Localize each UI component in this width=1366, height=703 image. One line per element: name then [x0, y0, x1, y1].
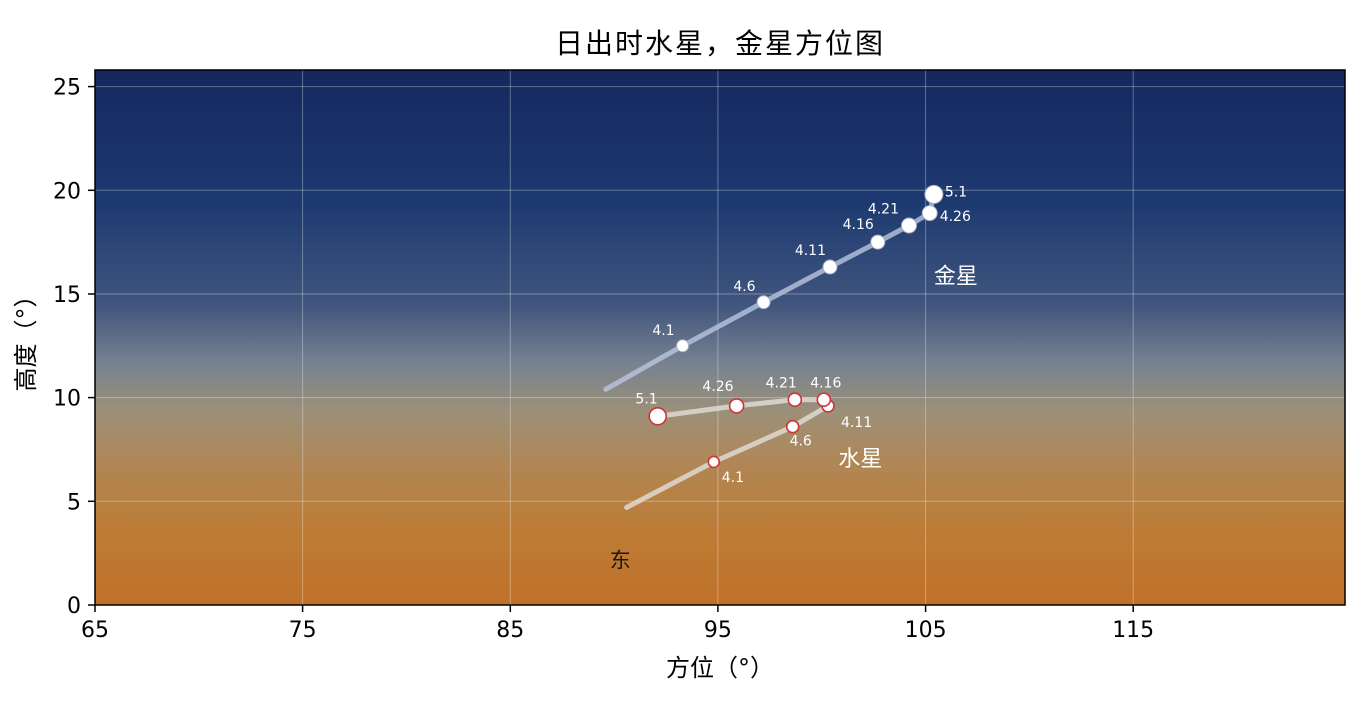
data-point	[707, 455, 721, 469]
x-tick-label: 95	[704, 618, 732, 643]
data-point	[870, 234, 886, 250]
point-date-label: 4.1	[652, 323, 674, 339]
point-date-label: 4.6	[733, 279, 755, 295]
chart-title: 日出时水星，金星方位图	[554, 27, 885, 60]
y-tick-label: 5	[67, 490, 81, 515]
point-date-label: 4.11	[795, 243, 826, 259]
annotation-east: 东	[610, 549, 631, 573]
data-point	[785, 419, 800, 434]
data-point	[901, 217, 917, 234]
data-point	[924, 184, 944, 204]
x-tick-label: 85	[496, 618, 524, 643]
point-date-label: 4.11	[841, 415, 872, 431]
plot-frame	[94, 69, 1346, 606]
data-point	[648, 406, 668, 426]
y-tick-label: 25	[53, 76, 81, 101]
x-axis-title: 方位（°）	[666, 654, 774, 682]
data-point	[756, 295, 771, 310]
point-date-label: 4.16	[810, 376, 841, 392]
data-point	[787, 392, 803, 408]
y-tick-label: 0	[67, 594, 81, 619]
series-name-label: 水星	[838, 447, 882, 472]
x-tick-label: 65	[81, 618, 109, 643]
y-tick-label: 10	[53, 387, 81, 412]
series-name-label: 金星	[934, 265, 978, 290]
point-date-label: 5.1	[635, 391, 657, 407]
point-date-label: 4.21	[868, 202, 899, 218]
sky-background	[95, 70, 1345, 605]
point-date-label: 4.16	[843, 217, 874, 233]
data-point	[921, 205, 938, 222]
data-point	[676, 339, 690, 353]
point-date-label: 5.1	[945, 184, 967, 200]
x-tick-label: 75	[289, 618, 317, 643]
point-date-label: 4.1	[722, 470, 744, 486]
y-tick-label: 15	[53, 283, 81, 308]
point-date-label: 4.21	[766, 376, 797, 392]
y-axis-title: 高度（°）	[12, 284, 40, 392]
point-date-label: 4.26	[940, 209, 971, 225]
x-tick-label: 105	[905, 618, 947, 643]
data-point	[816, 392, 832, 408]
point-date-label: 4.6	[790, 434, 812, 450]
point-date-label: 4.26	[702, 379, 733, 395]
data-point	[822, 259, 838, 275]
x-tick-label: 115	[1112, 618, 1154, 643]
y-tick-label: 20	[53, 179, 81, 204]
data-point	[728, 398, 745, 414]
